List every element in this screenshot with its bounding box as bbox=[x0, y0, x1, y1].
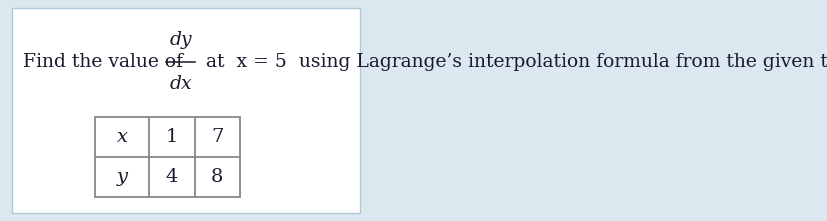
Text: y: y bbox=[117, 168, 127, 186]
Text: x: x bbox=[117, 128, 127, 146]
Text: at  x = 5  using Lagrange’s interpolation formula from the given table: at x = 5 using Lagrange’s interpolation … bbox=[199, 53, 827, 71]
Text: Find the value of: Find the value of bbox=[23, 53, 183, 71]
Text: 1: 1 bbox=[165, 128, 178, 146]
Text: dy: dy bbox=[169, 31, 192, 49]
Text: 4: 4 bbox=[165, 168, 178, 186]
FancyBboxPatch shape bbox=[12, 8, 360, 213]
Text: 8: 8 bbox=[211, 168, 223, 186]
Text: 7: 7 bbox=[211, 128, 223, 146]
Bar bbox=[95, 117, 240, 197]
Text: dx: dx bbox=[169, 75, 192, 93]
